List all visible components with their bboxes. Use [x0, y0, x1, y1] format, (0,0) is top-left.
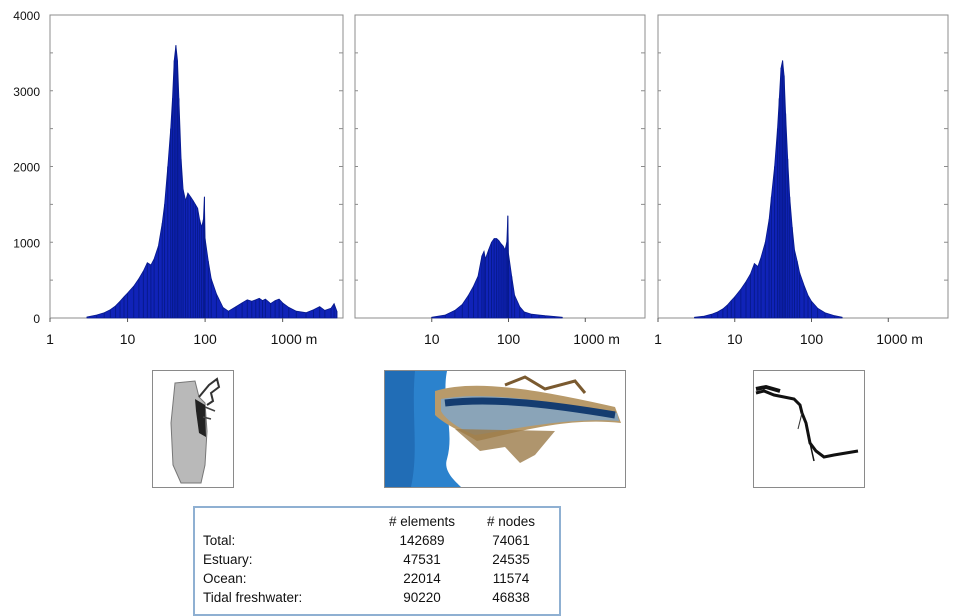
column-header-elements: # elements: [388, 514, 456, 529]
x-tick-label: 100: [497, 331, 521, 347]
elements-value: 142689: [399, 533, 445, 548]
nodes-value: 11574: [492, 571, 530, 586]
x-tick-label: 1000 m: [573, 331, 620, 347]
x-tick-label: 1000 m: [876, 331, 923, 347]
estuary-grid-image: [385, 371, 625, 487]
y-tick-label: 1000: [13, 236, 40, 250]
table-row: Ocean: 22014 11574: [195, 571, 559, 590]
elements-value: 47531: [403, 552, 441, 567]
table-row: Tidal freshwater: 90220 46838: [195, 590, 559, 609]
row-label: Ocean:: [203, 571, 247, 586]
nodes-value: 74061: [492, 533, 530, 548]
grid-thumbnail-tidal-freshwater: [753, 370, 865, 488]
nodes-value: 46838: [492, 590, 530, 605]
x-tick-label: 10: [727, 331, 743, 347]
grid-thumbnail-full: [152, 370, 234, 488]
row-label: Total:: [203, 533, 236, 548]
x-tick-label: 10: [120, 331, 136, 347]
mesh-statistics-table: # elements # nodes Total: 142689 74061 E…: [193, 506, 561, 616]
y-tick-label: 3000: [13, 85, 40, 99]
elements-value: 22014: [403, 571, 441, 586]
table-row: Estuary: 47531 24535: [195, 552, 559, 571]
x-tick-label: 1000 m: [271, 331, 318, 347]
row-label: Tidal freshwater:: [203, 590, 303, 605]
full-grid-image: [170, 377, 221, 484]
x-tick-label: 100: [800, 331, 824, 347]
grid-thumbnail-estuary: [384, 370, 626, 488]
x-tick-label: 1: [46, 331, 54, 347]
x-tick-label: 10: [424, 331, 440, 347]
nodes-value: 24535: [492, 552, 530, 567]
histogram-bars-3: [694, 60, 843, 319]
y-tick-label: 0: [33, 312, 40, 326]
plot-frame-3: [657, 14, 949, 319]
column-header-nodes: # nodes: [486, 514, 536, 529]
x-tick-label: 1: [654, 331, 662, 347]
x-tick-label: 100: [193, 331, 217, 347]
y-tick-label: 4000: [13, 9, 40, 23]
histogram-bars-1: [86, 45, 338, 319]
tidal-freshwater-grid-image: [755, 384, 859, 462]
row-label: Estuary:: [203, 552, 253, 567]
elements-value: 90220: [403, 590, 441, 605]
y-tick-label: 2000: [13, 161, 40, 175]
table-row: Total: 142689 74061: [195, 533, 559, 552]
